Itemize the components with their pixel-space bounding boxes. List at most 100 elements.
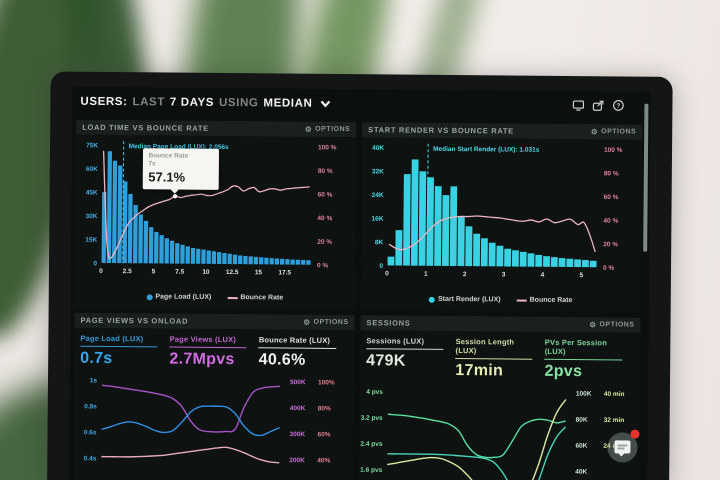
svg-text:300K: 300K — [290, 431, 306, 438]
svg-text:40 min: 40 min — [604, 391, 625, 398]
svg-text:1s: 1s — [90, 377, 98, 384]
svg-text:30K: 30K — [85, 213, 97, 220]
svg-text:2: 2 — [463, 271, 467, 278]
load-time-histogram: 75K 60K 45K 30K 15K 0 100 % 80 % 60 % 40 % 20 % 0 %… — [85, 141, 337, 277]
svg-text:0: 0 — [99, 268, 103, 275]
header-segment: 7 DAYS — [169, 96, 215, 109]
svg-text:80K: 80K — [576, 417, 588, 424]
svg-text:60 %: 60 % — [604, 194, 619, 201]
help-icon[interactable]: ? — [612, 99, 624, 111]
svg-text:0 %: 0 % — [317, 262, 328, 269]
series-line-icon — [516, 299, 527, 302]
start-render-histogram: 40K 32K 24K 16K 8K 0 100 % 80 % 60 % 40 % 20 % 0 % 0… — [371, 143, 623, 279]
panel-start-render-vs-bounce-rate: START RENDER VS BOUNCE RATE ⚙ OPTIONS 40… — [360, 122, 643, 313]
gear-icon: ⚙ — [589, 319, 597, 330]
svg-text:0: 0 — [385, 270, 389, 277]
svg-text:400K: 400K — [290, 405, 306, 412]
sessions-chart: 4 pvs 3.2 pvs 2.4 pvs 1.6 pvs 100K 40 min 80K 3… — [359, 381, 640, 480]
svg-text:Median Start Render (LUX): 1.0: Median Start Render (LUX): 1.031s — [433, 146, 540, 154]
svg-text:15: 15 — [255, 269, 263, 276]
stat-pvs-per-session: PVs Per Session (LUX) 2pvs — [544, 337, 634, 382]
stats-row: Sessions (LUX) 479K Session Length (LUX)… — [360, 330, 640, 383]
svg-text:32K: 32K — [372, 168, 384, 175]
options-button[interactable]: ⚙ OPTIONS — [590, 126, 637, 137]
svg-text:2.4 pvs: 2.4 pvs — [360, 441, 382, 448]
panel-sessions: SESSIONS ⚙ OPTIONS Sessions (LUX) 479K S… — [359, 315, 641, 480]
svg-text:40 %: 40 % — [317, 215, 332, 222]
chat-widget-button[interactable] — [607, 429, 640, 463]
svg-text:45K: 45K — [86, 189, 98, 196]
panel-title: SESSIONS — [366, 318, 411, 328]
svg-text:0 %: 0 % — [603, 265, 614, 272]
header-segment: MEDIAN — [263, 97, 313, 110]
svg-text:1: 1 — [424, 271, 428, 278]
svg-text:5: 5 — [580, 272, 584, 279]
stat-page-load: Page Load (LUX) 0.7s — [80, 333, 170, 369]
chart-legend: Page Load (LUX) Bounce Rate — [75, 293, 355, 302]
page-views-chart: 1s 0.8s 0.6s 0.4s 500K 100% 400K 80% 300K 60% 200K… — [73, 370, 354, 480]
svg-text:100%: 100% — [318, 379, 335, 386]
gear-icon: ⚙ — [590, 126, 599, 137]
panel-page-views-vs-onload: PAGE VIEWS VS ONLOAD ⚙ OPTIONS Page Load… — [73, 312, 355, 480]
svg-text:?: ? — [616, 103, 620, 110]
svg-text:15K: 15K — [85, 237, 97, 244]
svg-text:4: 4 — [541, 272, 545, 279]
gear-icon: ⚙ — [303, 317, 311, 327]
svg-text:40K: 40K — [372, 145, 384, 152]
stat-bounce-rate: Bounce Rate (LUX) 40.6% — [259, 335, 349, 370]
gear-icon: ⚙ — [304, 124, 313, 134]
series-dot-icon — [428, 296, 436, 303]
svg-text:0: 0 — [93, 260, 97, 267]
svg-text:0: 0 — [379, 263, 383, 270]
svg-text:0.6s: 0.6s — [84, 429, 97, 436]
page-views-linechart: 1s 0.8s 0.6s 0.4s 500K 100% 400K 80% 300K 60% 200K… — [84, 377, 335, 464]
header-segment: USING — [218, 96, 259, 110]
sessions-linechart: 4 pvs 3.2 pvs 2.4 pvs 1.6 pvs 100K 40 min 80K 3… — [360, 389, 625, 480]
svg-text:16K: 16K — [371, 216, 383, 223]
notification-badge — [630, 429, 640, 439]
svg-text:60 %: 60 % — [318, 192, 333, 199]
svg-text:4 pvs: 4 pvs — [366, 389, 383, 396]
svg-text:200K: 200K — [289, 457, 305, 464]
stat-sessions: Sessions (LUX) 479K — [366, 336, 456, 380]
svg-text:40K: 40K — [575, 469, 587, 476]
svg-text:2.5: 2.5 — [123, 268, 132, 275]
header-segment: USERS: — [80, 95, 128, 109]
svg-text:80 %: 80 % — [318, 168, 333, 175]
svg-text:Median Page Load (LUX): 2.056s: Median Page Load (LUX): 2.056s — [129, 143, 229, 151]
display-icon[interactable] — [572, 99, 585, 111]
laptop-frame: USERS: LAST 7 DAYS USING MEDIAN — [47, 71, 673, 480]
svg-text:0.4s: 0.4s — [84, 455, 97, 462]
options-button[interactable]: ⚙ OPTIONS — [303, 317, 349, 327]
svg-text:17.5: 17.5 — [278, 269, 291, 276]
svg-text:20 %: 20 % — [603, 241, 618, 248]
users-range-dropdown[interactable]: USERS: LAST 7 DAYS USING MEDIAN — [80, 93, 642, 116]
svg-text:1.6 pvs: 1.6 pvs — [360, 467, 382, 474]
svg-text:32 min: 32 min — [604, 417, 625, 424]
bounce-rate-tooltip: Bounce Rate 7s 57.1% — [142, 147, 219, 191]
svg-text:8K: 8K — [375, 239, 384, 246]
dashboard-header: USERS: LAST 7 DAYS USING MEDIAN — [80, 93, 642, 120]
scrollbar[interactable] — [643, 103, 649, 252]
svg-text:80%: 80% — [318, 405, 331, 412]
chevron-down-icon — [319, 95, 331, 113]
panel-title: LOAD TIME VS BOUNCE RATE — [82, 122, 209, 133]
svg-text:20 %: 20 % — [317, 239, 332, 246]
svg-text:3: 3 — [502, 271, 506, 278]
svg-text:60K: 60K — [86, 166, 98, 173]
options-button[interactable]: ⚙ OPTIONS — [304, 124, 351, 134]
svg-text:5: 5 — [152, 268, 156, 275]
options-button[interactable]: ⚙ OPTIONS — [589, 319, 635, 330]
svg-text:0.8s: 0.8s — [84, 403, 97, 410]
load-time-chart: 75K 60K 45K 30K 15K 0 100 % 80 % 60 % 40 % 20 % 0 %… — [75, 135, 356, 294]
svg-text:60%: 60% — [318, 431, 331, 438]
panel-title: PAGE VIEWS VS ONLOAD — [80, 315, 189, 326]
chat-bubble-icon — [614, 440, 631, 454]
header-segment: LAST — [132, 96, 165, 109]
stats-row: Page Load (LUX) 0.7s Page Views (LUX) 2.… — [74, 328, 354, 372]
svg-text:24K: 24K — [372, 192, 384, 199]
svg-text:10: 10 — [202, 269, 210, 276]
share-icon[interactable] — [592, 100, 604, 111]
svg-text:3.2 pvs: 3.2 pvs — [361, 415, 383, 422]
